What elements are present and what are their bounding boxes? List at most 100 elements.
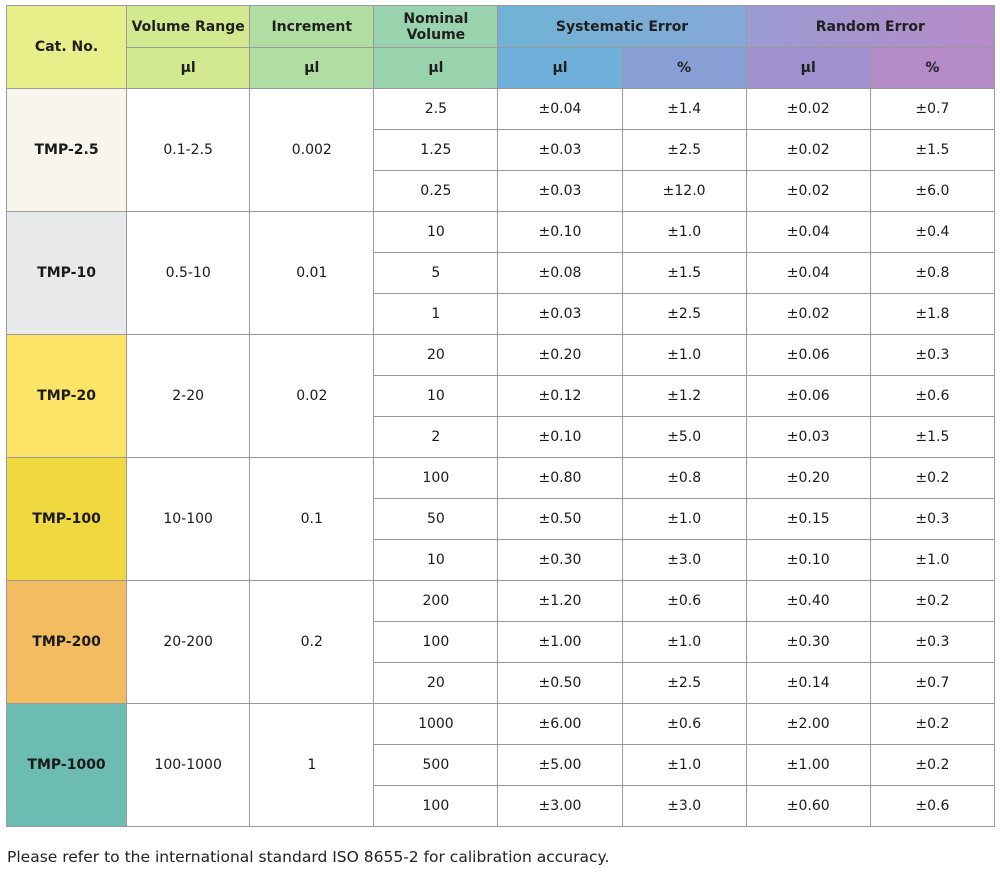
- random-error-ul-cell: ±0.02: [745, 293, 871, 335]
- volume-range-cell: 10-100: [126, 457, 251, 581]
- systematic-error-ul-cell: ±0.30: [497, 539, 623, 581]
- cat-no-cell: TMP-1000: [5, 703, 128, 827]
- systematic-error-ul-cell: ±1.00: [497, 621, 623, 663]
- unit-increment: µl: [249, 47, 375, 89]
- random-error-ul-cell: ±0.02: [745, 170, 871, 212]
- nominal-volume-cell: 2.5: [373, 88, 499, 130]
- systematic-error-percent-cell: ±5.0: [621, 416, 747, 458]
- random-error-ul-cell: ±0.02: [745, 129, 871, 171]
- header-cat-no: Cat. No.: [5, 5, 128, 89]
- nominal-volume-cell: 10: [373, 539, 499, 581]
- header-volume-range: Volume Range: [126, 5, 251, 48]
- random-error-percent-cell: ±0.6: [869, 375, 996, 417]
- table-row: 10 ±0.30 ±3.0 ±0.10 ±1.0: [7, 539, 996, 581]
- systematic-error-percent-cell: ±1.4: [621, 88, 747, 130]
- random-error-ul-cell: ±0.30: [745, 621, 871, 663]
- systematic-error-percent-cell: ±2.5: [621, 293, 747, 335]
- systematic-error-ul-cell: ±0.03: [497, 129, 623, 171]
- table-row: 1 ±0.03 ±2.5 ±0.02 ±1.8: [7, 293, 996, 335]
- volume-range-cell: 20-200: [126, 580, 251, 704]
- header-systematic-error: Systematic Error: [497, 5, 747, 48]
- volume-range-cell: 100-1000: [126, 703, 251, 827]
- systematic-error-ul-cell: ±3.00: [497, 785, 623, 827]
- systematic-error-percent-cell: ±2.5: [621, 662, 747, 704]
- systematic-error-percent-cell: ±1.5: [621, 252, 747, 294]
- table-header: Cat. No. Volume Range Increment Nominal …: [5, 5, 996, 89]
- systematic-error-percent-cell: ±1.0: [621, 621, 747, 663]
- random-error-percent-cell: ±6.0: [869, 170, 996, 212]
- random-error-ul-cell: ±1.00: [745, 744, 871, 786]
- random-error-ul-cell: ±0.06: [745, 334, 871, 376]
- random-error-percent-cell: ±0.3: [869, 498, 996, 540]
- systematic-error-percent-cell: ±0.6: [621, 580, 747, 622]
- unit-random-ul: µl: [745, 47, 871, 89]
- systematic-error-ul-cell: ±0.50: [497, 498, 623, 540]
- random-error-ul-cell: ±0.20: [745, 457, 871, 499]
- unit-systematic-percent: %: [621, 47, 747, 89]
- nominal-volume-cell: 100: [373, 621, 499, 663]
- random-error-ul-cell: ±0.14: [745, 662, 871, 704]
- cat-no-cell: TMP-2.5: [5, 88, 128, 212]
- increment-cell: 0.2: [249, 580, 375, 704]
- table-row: TMP-20 2-20 0.02 20 ±0.20 ±1.0 ±0.06 ±0.3: [5, 334, 996, 458]
- cat-no-cell: TMP-100: [5, 457, 128, 581]
- systematic-error-percent-cell: ±3.0: [621, 539, 747, 581]
- random-error-percent-cell: ±0.4: [869, 211, 996, 253]
- volume-range-cell: 0.5-10: [126, 211, 251, 335]
- systematic-error-percent-cell: ±0.6: [621, 703, 747, 745]
- header-random-error: Random Error: [745, 5, 996, 48]
- random-error-percent-cell: ±1.5: [869, 129, 996, 171]
- random-error-ul-cell: ±2.00: [745, 703, 871, 745]
- nominal-volume-cell: 200: [373, 580, 499, 622]
- random-error-percent-cell: ±0.2: [869, 744, 996, 786]
- increment-cell: 1: [249, 703, 375, 827]
- unit-systematic-ul: µl: [497, 47, 623, 89]
- systematic-error-ul-cell: ±0.12: [497, 375, 623, 417]
- systematic-error-ul-cell: ±0.03: [497, 293, 623, 335]
- random-error-ul-cell: ±0.60: [745, 785, 871, 827]
- volume-range-cell: 0.1-2.5: [126, 88, 251, 212]
- systematic-error-ul-cell: ±0.50: [497, 662, 623, 704]
- random-error-percent-cell: ±0.7: [869, 88, 996, 130]
- table-row: 0.25 ±0.03 ±12.0 ±0.02 ±6.0: [7, 170, 996, 212]
- cat-no-cell: TMP-200: [5, 580, 128, 704]
- increment-cell: 0.01: [249, 211, 375, 335]
- random-error-percent-cell: ±0.3: [869, 334, 996, 376]
- random-error-ul-cell: ±0.10: [745, 539, 871, 581]
- table-body: TMP-2.5 0.1-2.5 0.002 2.5 ±0.04 ±1.4 ±0.02 ±0.7…: [5, 88, 996, 827]
- nominal-volume-cell: 1000: [373, 703, 499, 745]
- footnote: Please refer to the international standa…: [7, 848, 610, 866]
- systematic-error-ul-cell: ±0.04: [497, 88, 623, 130]
- systematic-error-percent-cell: ±1.2: [621, 375, 747, 417]
- systematic-error-percent-cell: ±1.0: [621, 334, 747, 376]
- systematic-error-ul-cell: ±1.20: [497, 580, 623, 622]
- table-row: TMP-1000 100-1000 1 1000 ±6.00 ±0.6 ±2.00 ±0.2: [5, 703, 996, 827]
- nominal-volume-cell: 20: [373, 662, 499, 704]
- systematic-error-ul-cell: ±0.10: [497, 211, 623, 253]
- random-error-percent-cell: ±1.8: [869, 293, 996, 335]
- table-row: 1.25 ±0.03 ±2.5 ±0.02 ±1.5: [7, 129, 996, 171]
- random-error-percent-cell: ±0.2: [869, 457, 996, 499]
- table-row: 10 ±0.12 ±1.2 ±0.06 ±0.6: [7, 375, 996, 417]
- table-row: TMP-10 0.5-10 0.01 10 ±0.10 ±1.0 ±0.04 ±0.4: [5, 211, 996, 335]
- random-error-percent-cell: ±0.6: [869, 785, 996, 827]
- systematic-error-percent-cell: ±12.0: [621, 170, 747, 212]
- random-error-ul-cell: ±0.02: [745, 88, 871, 130]
- systematic-error-ul-cell: ±6.00: [497, 703, 623, 745]
- table-row: 2 ±0.10 ±5.0 ±0.03 ±1.5: [7, 416, 996, 458]
- nominal-volume-cell: 5: [373, 252, 499, 294]
- random-error-ul-cell: ±0.15: [745, 498, 871, 540]
- unit-nominal-volume: µl: [373, 47, 499, 89]
- random-error-percent-cell: ±0.2: [869, 580, 996, 622]
- nominal-volume-cell: 10: [373, 211, 499, 253]
- header-increment: Increment: [249, 5, 375, 48]
- random-error-percent-cell: ±1.5: [869, 416, 996, 458]
- nominal-volume-cell: 0.25: [373, 170, 499, 212]
- header-nominal-volume: Nominal Volume: [373, 5, 499, 48]
- random-error-percent-cell: ±0.7: [869, 662, 996, 704]
- nominal-volume-cell: 50: [373, 498, 499, 540]
- table-row: 100 ±3.00 ±3.0 ±0.60 ±0.6: [7, 785, 996, 827]
- nominal-volume-cell: 10: [373, 375, 499, 417]
- increment-cell: 0.002: [249, 88, 375, 212]
- random-error-percent-cell: ±0.3: [869, 621, 996, 663]
